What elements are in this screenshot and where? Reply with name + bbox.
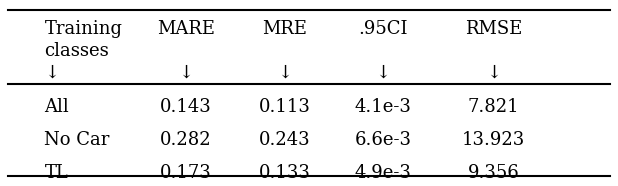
Text: RMSE

↓: RMSE ↓ xyxy=(465,20,522,82)
Text: 0.243: 0.243 xyxy=(258,131,310,149)
Text: 9.356: 9.356 xyxy=(468,164,520,182)
Text: 0.133: 0.133 xyxy=(258,164,310,182)
Text: 0.143: 0.143 xyxy=(160,98,212,116)
Text: 13.923: 13.923 xyxy=(462,131,525,149)
Text: 7.821: 7.821 xyxy=(468,98,519,116)
Text: MRE

↓: MRE ↓ xyxy=(262,20,307,82)
Text: All: All xyxy=(44,98,69,116)
Text: .95CI

↓: .95CI ↓ xyxy=(358,20,408,82)
Text: TL: TL xyxy=(44,164,68,182)
Text: 4.9e-3: 4.9e-3 xyxy=(354,164,411,182)
Text: 6.6e-3: 6.6e-3 xyxy=(354,131,412,149)
Text: No Car: No Car xyxy=(44,131,110,149)
Text: MARE

↓: MARE ↓ xyxy=(157,20,215,82)
Text: 0.113: 0.113 xyxy=(258,98,310,116)
Text: 4.1e-3: 4.1e-3 xyxy=(354,98,411,116)
Text: 0.173: 0.173 xyxy=(160,164,212,182)
Text: Training
classes
↓: Training classes ↓ xyxy=(44,20,122,82)
Text: 0.282: 0.282 xyxy=(160,131,212,149)
